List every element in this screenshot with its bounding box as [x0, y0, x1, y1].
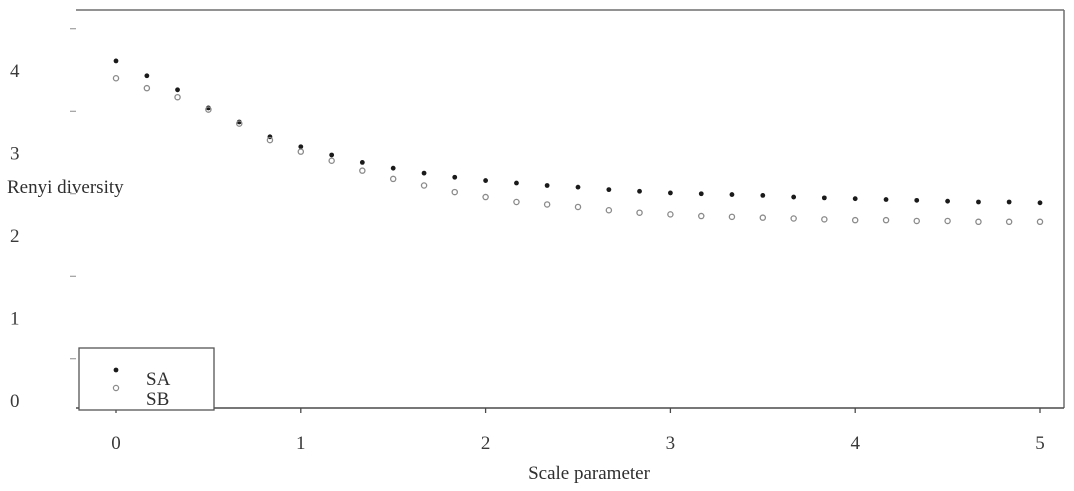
point-sa: [1006, 199, 1012, 205]
x-tick-label: 2: [481, 433, 491, 454]
point-sa: [606, 187, 612, 193]
point-sb: [636, 209, 643, 216]
x-tick-label: 5: [1035, 433, 1045, 454]
point-sa: [637, 188, 642, 194]
point-sb: [513, 198, 520, 206]
point-sb: [851, 216, 859, 224]
point-sa: [575, 184, 581, 190]
y-tick-label: 1: [10, 309, 20, 330]
x-tick-label: 4: [850, 433, 860, 454]
point-sa: [852, 196, 858, 202]
point-sb: [1036, 218, 1044, 226]
point-sb: [975, 218, 982, 226]
legend-label-sa: SA: [146, 369, 171, 390]
y-tick-label: 3: [10, 144, 20, 165]
point-sa: [421, 170, 427, 176]
legend-box: [78, 347, 215, 411]
point-sa: [359, 160, 365, 165]
point-sa: [760, 193, 766, 198]
point-sb: [605, 206, 613, 214]
legend: SA SB: [78, 347, 215, 411]
point-sb: [944, 217, 951, 225]
point-sa: [821, 195, 827, 201]
point-sb: [359, 167, 366, 174]
x-axis-label: Scale parameter: [528, 463, 651, 484]
point-sb: [913, 217, 920, 225]
point-sa: [390, 165, 396, 171]
point-sa: [175, 87, 180, 93]
point-sb: [112, 75, 120, 82]
point-sa: [298, 144, 304, 150]
point-sb: [821, 216, 828, 223]
point-sb: [482, 193, 489, 201]
point-sb: [266, 136, 274, 144]
point-sa: [483, 178, 488, 183]
point-sb: [451, 188, 458, 196]
point-sb: [667, 211, 674, 218]
x-tick-label: 3: [666, 433, 676, 454]
point-sa: [791, 194, 797, 200]
point-sb: [728, 213, 736, 221]
point-sa: [945, 198, 950, 204]
point-sb: [543, 201, 551, 208]
data-points: [112, 58, 1044, 226]
point-sb: [882, 216, 890, 224]
y-tick-label: 4: [10, 61, 20, 82]
point-sa: [144, 73, 150, 79]
point-sa: [1037, 200, 1043, 206]
point-sb: [205, 106, 212, 113]
legend-marker-sa: [113, 367, 119, 373]
y-tick-label: 2: [10, 226, 20, 247]
point-sb: [1005, 218, 1013, 226]
point-sa: [883, 197, 889, 202]
y-axis-ticks: 0 1 2 3 4: [10, 28, 76, 412]
point-sa: [698, 191, 704, 197]
point-sb: [759, 214, 767, 221]
point-sa: [729, 192, 735, 197]
point-sb: [236, 120, 243, 127]
point-sb: [790, 215, 797, 222]
point-sa: [514, 180, 519, 186]
x-axis-ticks: 0 1 2 3 4 5: [111, 408, 1045, 454]
point-sb: [297, 148, 305, 155]
point-sa: [914, 197, 920, 203]
point-sa: [668, 190, 673, 196]
legend-marker-sb: [112, 384, 120, 392]
point-sb: [174, 93, 181, 101]
point-sb: [389, 175, 397, 183]
point-sa: [976, 199, 981, 205]
point-sa: [452, 174, 458, 180]
point-sa: [544, 183, 550, 188]
point-sb: [420, 182, 428, 189]
x-tick-label: 0: [111, 433, 121, 454]
point-sa: [113, 58, 119, 64]
point-sb: [698, 212, 705, 220]
x-tick-label: 1: [296, 433, 306, 454]
point-sb: [143, 84, 151, 92]
point-sb: [328, 157, 335, 164]
y-tick-label: 0: [10, 391, 20, 412]
y-axis-label: Renyi diversity: [7, 177, 124, 198]
legend-label-sb: SB: [146, 389, 169, 410]
point-sa: [329, 152, 335, 158]
point-sb: [574, 203, 582, 211]
